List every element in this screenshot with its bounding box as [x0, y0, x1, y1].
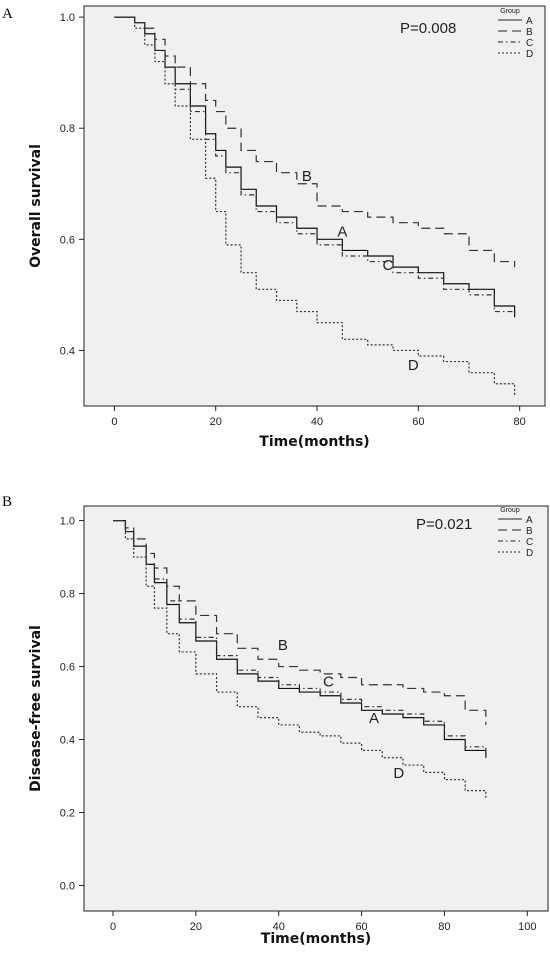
overall-survival-chart: 0 20 40 60 80 0.4 0.6 0.8 1.0 Time(months) Overall… — [28, 5, 546, 450]
legend-entry-a: A — [526, 16, 533, 27]
y-tick-label: 0.4 — [60, 345, 75, 357]
y-tick-label: 0.2 — [60, 807, 75, 819]
curve-label-b: B — [278, 637, 288, 654]
x-tick-label: 20 — [190, 921, 202, 933]
series-c-curve — [114, 16, 516, 318]
panel-b: B 0 20 40 60 80 100 0.0 0.2 0.4 0.6 0.8 1.0 Time(mon… — [0, 488, 550, 954]
legend-entry-b: B — [526, 526, 533, 537]
y-tick-label: 0.6 — [60, 662, 75, 674]
x-tick-label: 100 — [518, 921, 536, 933]
y-axis-title: Disease-free survival — [28, 625, 44, 792]
x-tick-label: 20 — [210, 416, 222, 428]
y-axis-title: Overall survival — [28, 144, 44, 268]
x-tick-label: 60 — [412, 416, 424, 428]
x-axis-title: Time(months) — [261, 931, 371, 947]
panel-letter-b: B — [2, 494, 13, 510]
curve-label-c: C — [383, 257, 394, 274]
legend-entry-b: B — [526, 27, 533, 38]
x-tick-label: 60 — [355, 921, 367, 933]
curve-label-c: C — [323, 674, 334, 691]
legend-title: Group — [500, 507, 520, 514]
y-tick-label: 0.8 — [60, 123, 75, 135]
series-c-curve — [113, 519, 487, 755]
curve-label-a: A — [369, 710, 379, 727]
x-tick-label: 40 — [273, 921, 285, 933]
x-tick-label: 80 — [438, 921, 450, 933]
legend-entry-c: C — [526, 38, 533, 49]
y-tick-label: 0.6 — [60, 234, 75, 246]
series-b-curve — [114, 16, 516, 268]
legend-entry-d: D — [526, 49, 533, 60]
p-value-annotation: P=0.021 — [416, 516, 472, 533]
legend-entry-d: D — [526, 548, 533, 559]
y-tick-label: 1.0 — [60, 516, 75, 528]
p-value-annotation: P=0.008 — [400, 20, 456, 37]
panel-letter-a: A — [2, 6, 13, 22]
disease-free-survival-chart: 0 20 40 60 80 100 0.0 0.2 0.4 0.6 0.8 1.0 Time(month… — [28, 505, 549, 947]
series-b-curve — [113, 519, 487, 725]
legend-title: Group — [500, 8, 520, 15]
legend-entry-c: C — [526, 537, 533, 548]
y-tick-label: 0.0 — [60, 880, 75, 892]
plot-frame — [83, 505, 549, 912]
plot-frame — [83, 5, 546, 407]
curve-label-a: A — [337, 224, 347, 241]
x-tick-label: 80 — [514, 416, 526, 428]
x-tick-label: 0 — [110, 921, 116, 933]
curve-label-d: D — [408, 357, 419, 374]
curve-label-d: D — [393, 765, 404, 782]
curve-label-b: B — [302, 168, 312, 185]
legend-entry-a: A — [526, 515, 533, 526]
y-tick-label: 0.4 — [60, 735, 75, 747]
x-tick-label: 40 — [311, 416, 323, 428]
y-tick-label: 1.0 — [60, 12, 75, 24]
x-tick-label: 0 — [111, 416, 117, 428]
x-axis-title: Time(months) — [259, 434, 369, 450]
panel-a: A 0 20 40 60 80 0.4 0.6 0.8 1.0 Time(months) Overa… — [0, 0, 550, 460]
y-tick-label: 0.8 — [60, 589, 75, 601]
